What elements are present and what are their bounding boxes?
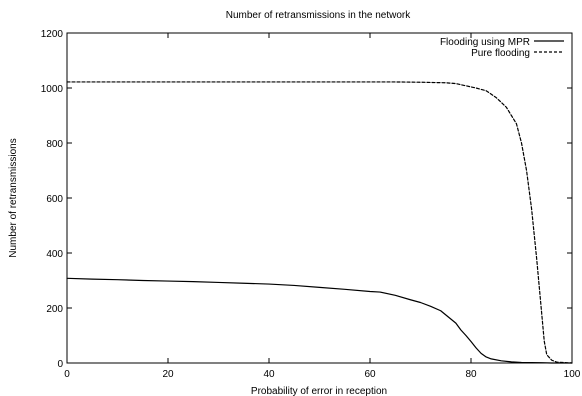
y-tick-label-0: 0 [57, 359, 63, 370]
y-tick-label-200: 200 [46, 304, 63, 315]
x-axis: 0 20 40 60 80 100 [64, 33, 581, 380]
y-tick-label-1200: 1200 [41, 29, 64, 40]
x-tick-label-100: 100 [564, 369, 581, 380]
series-line-pure-flooding [66, 81, 573, 364]
y-tick-label-600: 600 [46, 194, 63, 205]
chart-title: Number of retransmissions in the network [226, 10, 412, 21]
y-tick-label-800: 800 [46, 139, 63, 150]
y-tick-label-1000: 1000 [41, 84, 64, 95]
x-axis-label: Probability of error in reception [251, 386, 387, 396]
x-tick-label-80: 80 [465, 369, 477, 380]
x-tick-label-60: 60 [364, 369, 376, 380]
series-layer [66, 81, 573, 364]
x-tick-label-40: 40 [263, 369, 275, 380]
y-tick-label-400: 400 [46, 249, 63, 260]
legend-label-pure-flooding: Pure flooding [471, 48, 530, 59]
legend: Flooding using MPR Pure flooding [440, 37, 564, 59]
y-axis-label: Number of retransmissions [8, 138, 19, 257]
y-axis: 0 200 400 600 800 1000 1200 [41, 29, 572, 370]
legend-label-flooding-using-mpr: Flooding using MPR [440, 37, 530, 48]
series-line-flooding-using-mpr [66, 277, 573, 364]
x-tick-label-20: 20 [162, 369, 174, 380]
x-tick-label-0: 0 [64, 369, 70, 380]
